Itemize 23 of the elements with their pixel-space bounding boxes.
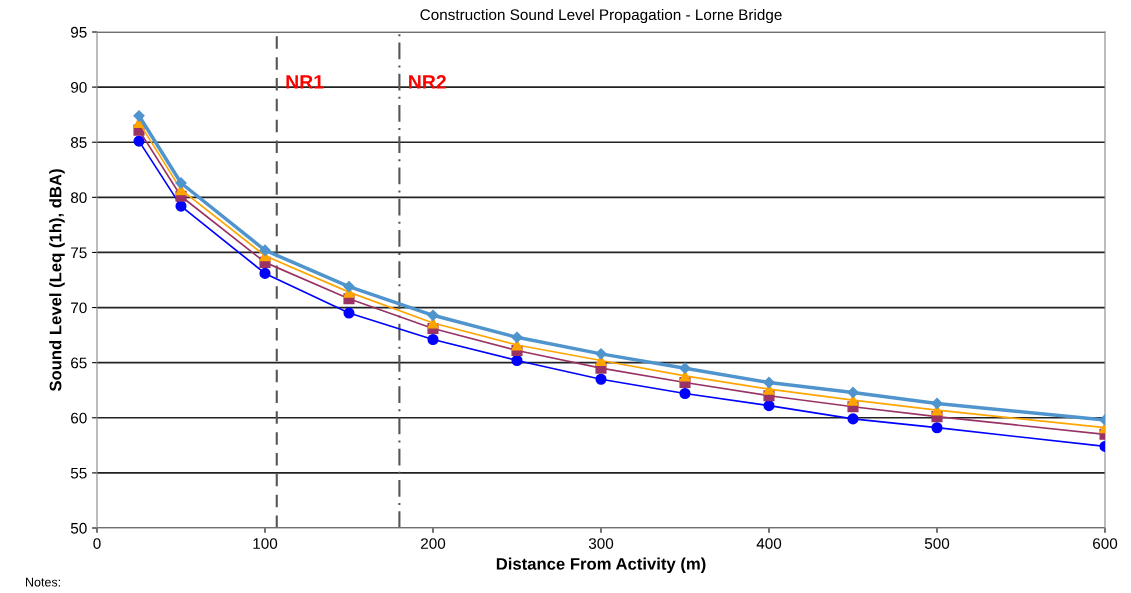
- x-tick-label: 300: [588, 538, 614, 549]
- y-tick-label: 80: [70, 192, 87, 204]
- x-tick-label: 100: [253, 538, 278, 549]
- y-tick-label: 95: [71, 26, 87, 38]
- ref-line-label: NR2: [409, 75, 446, 89]
- x-tick-label: 400: [756, 538, 782, 549]
- text: Notes:: [26, 577, 60, 587]
- y-tick-label: 70: [71, 302, 87, 314]
- x-tick-label: 600: [1093, 538, 1118, 549]
- y-tick-label: 75: [71, 247, 87, 259]
- x-tick-label: 0: [93, 538, 101, 549]
- x-tick-label: 500: [924, 538, 950, 549]
- y-tick-label: 85: [70, 137, 87, 148]
- y-axis-title: Sound Level (Leq (1h), dBA): [49, 169, 65, 392]
- x-axis-title: Distance From Activity (m): [496, 557, 706, 574]
- chart-title: Construction Sound Level Propagation - Lorne Bridge: [420, 8, 782, 24]
- y-tick-label: 90: [71, 81, 87, 93]
- x-tick-label: 200: [421, 538, 446, 549]
- y-tick-label: 50: [70, 522, 87, 534]
- y-tick-label: 55: [70, 467, 87, 479]
- y-tick-label: 60: [71, 412, 87, 424]
- ref-line-label: NR1: [286, 75, 324, 89]
- y-tick-label: 65: [71, 357, 87, 369]
